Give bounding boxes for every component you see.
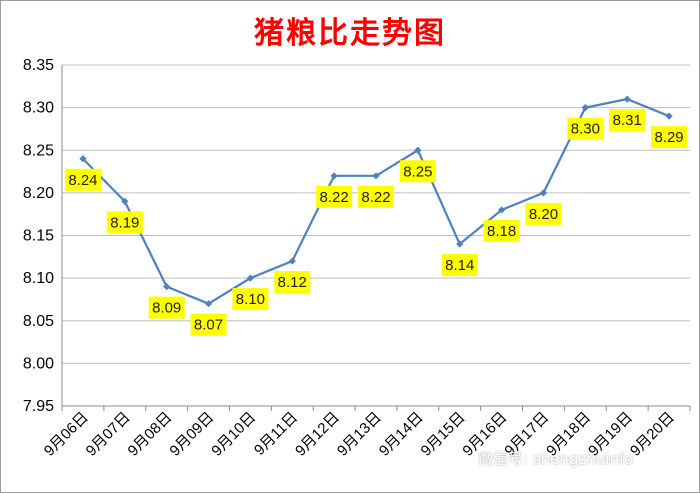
data-point: [121, 197, 129, 205]
data-label-box: [232, 288, 269, 311]
data-label: 8.07: [194, 317, 223, 334]
data-label-box: [651, 126, 688, 149]
x-tick-label: 9月20日: [627, 409, 678, 460]
data-label: 8.30: [571, 121, 600, 138]
x-tick-label: 9月14日: [376, 409, 427, 460]
x-tick-label: 9月11日: [251, 409, 301, 459]
data-label-box: [441, 254, 478, 277]
y-tick-label: 7.95: [23, 398, 54, 415]
data-label: 8.25: [403, 163, 432, 180]
data-point: [581, 104, 589, 112]
data-point: [163, 283, 171, 291]
chart-title: 猪粮比走势图: [254, 16, 446, 51]
x-tick-label: 9月12日: [292, 409, 343, 460]
data-point: [246, 274, 254, 282]
data-label-box: [106, 211, 143, 234]
data-label: 8.18: [487, 223, 516, 240]
y-tick-label: 8.30: [23, 100, 54, 117]
data-point: [665, 112, 673, 120]
data-label: 8.29: [654, 129, 683, 146]
data-label: 8.22: [361, 189, 390, 206]
data-label: 8.09: [152, 300, 181, 317]
x-tick-label: 9月09日: [166, 409, 217, 460]
data-label: 8.14: [445, 257, 474, 274]
y-tick-label: 8.20: [23, 185, 54, 202]
data-point: [456, 240, 464, 248]
data-label: 8.22: [320, 189, 349, 206]
data-point: [539, 189, 548, 197]
y-tick-label: 8.10: [23, 270, 54, 287]
data-label-box: [525, 202, 562, 225]
data-label-box: [316, 185, 353, 208]
y-tick-label: 8.35: [23, 57, 54, 74]
watermark-text: 微信号: shengzhuinfo: [478, 450, 634, 468]
data-label-box: [567, 117, 604, 140]
data-point: [414, 146, 422, 154]
data-label-box: [358, 185, 394, 208]
data-label: 8.20: [529, 206, 558, 223]
y-tick-label: 8.05: [23, 313, 54, 330]
data-point: [498, 206, 506, 214]
data-label-box: [399, 160, 436, 183]
data-point: [623, 95, 631, 103]
x-tick-label: 9月07日: [83, 409, 134, 460]
data-label-box: [148, 296, 185, 319]
y-tick-label: 8.00: [23, 355, 54, 372]
data-label: 8.10: [236, 291, 265, 308]
x-tick-label: 9月06日: [41, 409, 92, 460]
data-point: [288, 257, 296, 265]
data-label-box: [274, 271, 311, 294]
data-point: [330, 172, 338, 180]
x-tick-label: 9月15日: [418, 409, 469, 460]
data-label: 8.12: [278, 274, 307, 291]
data-label-box: [483, 219, 520, 242]
x-tick-label: 9月13日: [334, 409, 385, 460]
data-point: [79, 155, 87, 163]
y-tick-label: 8.15: [23, 228, 54, 245]
data-label: 8.19: [110, 214, 139, 231]
data-label-box: [190, 313, 227, 336]
data-label: 8.31: [613, 112, 642, 129]
data-label: 8.24: [68, 172, 97, 189]
data-label-box: [64, 168, 101, 191]
y-tick-label: 8.25: [23, 142, 54, 159]
data-label-box: [609, 109, 646, 132]
x-tick-label: 9月08日: [125, 409, 176, 460]
data-point: [372, 172, 380, 180]
x-tick-label: 9月10日: [208, 409, 259, 460]
data-point: [204, 300, 213, 308]
